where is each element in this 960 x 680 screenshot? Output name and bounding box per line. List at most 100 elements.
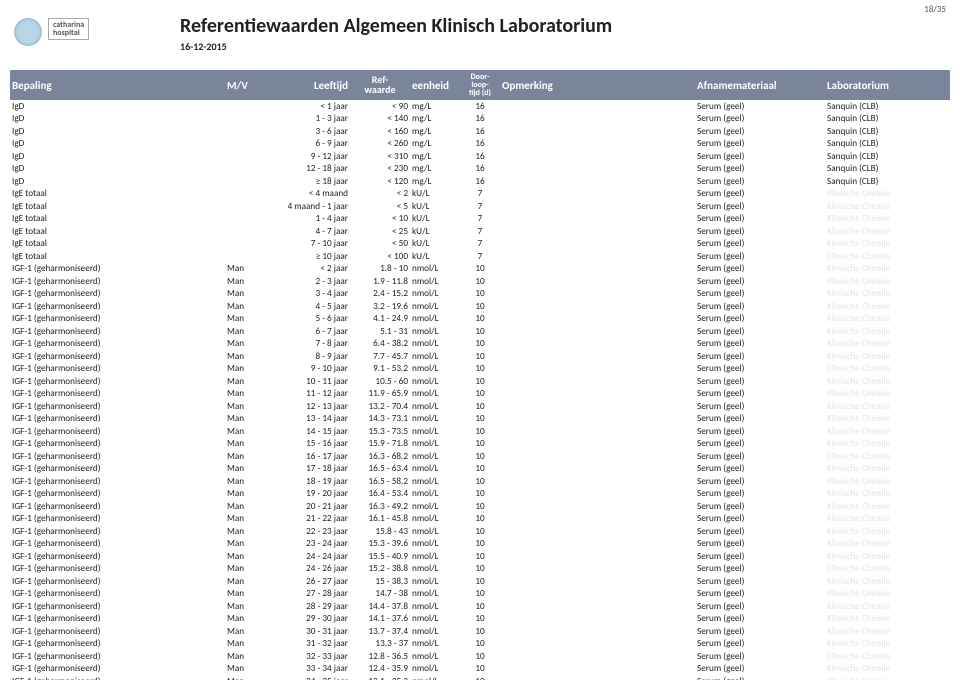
col-bepaling: Bepaling — [10, 79, 225, 92]
table-row: IGF-1 (geharmoniseerd)Man4 - 5 jaar3.2 -… — [10, 300, 950, 313]
cell-mv: Man — [225, 327, 275, 336]
cell-lab: Klinische Chemie — [825, 227, 950, 236]
cell-leeftijd: < 2 jaar — [275, 264, 350, 273]
col-refwaarde-l2: waarde — [364, 85, 395, 95]
cell-mv: Man — [225, 364, 275, 373]
cell-bepaling: IGF-1 (geharmoniseerd) — [10, 452, 225, 461]
cell-refwaarde: 6.4 - 38.2 — [350, 339, 410, 348]
table-row: IGF-1 (geharmoniseerd)Man19 - 20 jaar16.… — [10, 488, 950, 501]
cell-lab: Klinische Chemie — [825, 639, 950, 648]
cell-refwaarde: 12.1 - 35.3 — [350, 677, 410, 680]
cell-bepaling: IGF-1 (geharmoniseerd) — [10, 264, 225, 273]
cell-leeftijd: 20 - 21 jaar — [275, 502, 350, 511]
cell-mv: Man — [225, 264, 275, 273]
cell-afname: Serum (geel) — [695, 614, 825, 623]
table-row: IGF-1 (geharmoniseerd)Man5 - 6 jaar4.1 -… — [10, 313, 950, 326]
cell-mv: Man — [225, 314, 275, 323]
cell-eenheid: nmol/L — [410, 452, 460, 461]
table-body: IgD< 1 jaar< 90mg/L16Serum (geel)Sanquin… — [10, 100, 950, 680]
cell-bepaling: IGF-1 (geharmoniseerd) — [10, 564, 225, 573]
cell-refwaarde: 9.1 - 53.2 — [350, 364, 410, 373]
cell-afname: Serum (geel) — [695, 202, 825, 211]
cell-doorloop: 10 — [460, 664, 500, 673]
cell-lab: Klinische Chemie — [825, 489, 950, 498]
cell-bepaling: IGF-1 (geharmoniseerd) — [10, 477, 225, 486]
cell-doorloop: 10 — [460, 314, 500, 323]
cell-mv: Man — [225, 302, 275, 311]
table-row: IgD9 - 12 jaar< 310mg/L16Serum (geel)San… — [10, 150, 950, 163]
cell-afname: Serum (geel) — [695, 327, 825, 336]
cell-leeftijd: 3 - 6 jaar — [275, 127, 350, 136]
cell-afname: Serum (geel) — [695, 139, 825, 148]
cell-doorloop: 16 — [460, 139, 500, 148]
cell-lab: Klinische Chemie — [825, 364, 950, 373]
cell-doorloop: 10 — [460, 602, 500, 611]
cell-bepaling: IGF-1 (geharmoniseerd) — [10, 577, 225, 586]
cell-refwaarde: < 50 — [350, 239, 410, 248]
cell-refwaarde: 1.9 - 11.8 — [350, 277, 410, 286]
cell-refwaarde: 15.9 - 71.8 — [350, 439, 410, 448]
table-row: IgD12 - 18 jaar< 230mg/L16Serum (geel)Sa… — [10, 163, 950, 176]
table-row: IGF-1 (geharmoniseerd)Man9 - 10 jaar9.1 … — [10, 363, 950, 376]
cell-doorloop: 10 — [460, 364, 500, 373]
cell-doorloop: 10 — [460, 502, 500, 511]
cell-eenheid: nmol/L — [410, 302, 460, 311]
cell-doorloop: 10 — [460, 377, 500, 386]
cell-lab: Klinische Chemie — [825, 277, 950, 286]
cell-leeftijd: 16 - 17 jaar — [275, 452, 350, 461]
cell-doorloop: 10 — [460, 552, 500, 561]
cell-doorloop: 16 — [460, 152, 500, 161]
cell-lab: Klinische Chemie — [825, 439, 950, 448]
cell-lab: Klinische Chemie — [825, 614, 950, 623]
cell-afname: Serum (geel) — [695, 114, 825, 123]
cell-lab: Klinische Chemie — [825, 389, 950, 398]
cell-lab: Klinische Chemie — [825, 552, 950, 561]
cell-bepaling: IGF-1 (geharmoniseerd) — [10, 289, 225, 298]
cell-lab: Klinische Chemie — [825, 352, 950, 361]
cell-bepaling: IgE totaal — [10, 252, 225, 261]
cell-refwaarde: 16.5 - 58.2 — [350, 477, 410, 486]
cell-lab: Sanquin (CLB) — [825, 102, 950, 111]
col-doorloop: Door- loop- tijd (d) — [460, 73, 500, 97]
cell-bepaling: IGF-1 (geharmoniseerd) — [10, 589, 225, 598]
cell-refwaarde: 14.3 - 73.1 — [350, 414, 410, 423]
logo-text: catharina hospital — [48, 18, 89, 40]
cell-lab: Klinische Chemie — [825, 464, 950, 473]
cell-eenheid: mg/L — [410, 102, 460, 111]
cell-mv: Man — [225, 464, 275, 473]
cell-refwaarde: 14.4 - 37.8 — [350, 602, 410, 611]
table-row: IGF-1 (geharmoniseerd)Man15 - 16 jaar15.… — [10, 438, 950, 451]
cell-lab: Klinische Chemie — [825, 514, 950, 523]
table-row: IGF-1 (geharmoniseerd)Man29 - 30 jaar14.… — [10, 613, 950, 626]
table-row: IGF-1 (geharmoniseerd)Man3 - 4 jaar2.4 -… — [10, 288, 950, 301]
cell-mv: Man — [225, 589, 275, 598]
cell-lab: Sanquin (CLB) — [825, 114, 950, 123]
cell-doorloop: 7 — [460, 252, 500, 261]
cell-doorloop: 16 — [460, 102, 500, 111]
cell-bepaling: IGF-1 (geharmoniseerd) — [10, 364, 225, 373]
cell-doorloop: 7 — [460, 239, 500, 248]
cell-afname: Serum (geel) — [695, 377, 825, 386]
cell-eenheid: mg/L — [410, 152, 460, 161]
cell-lab: Klinische Chemie — [825, 577, 950, 586]
cell-afname: Serum (geel) — [695, 489, 825, 498]
cell-leeftijd: 23 - 24 jaar — [275, 539, 350, 548]
logo-icon — [14, 18, 42, 46]
cell-refwaarde: 5.1 - 31 — [350, 327, 410, 336]
cell-leeftijd: 28 - 29 jaar — [275, 602, 350, 611]
cell-eenheid: nmol/L — [410, 527, 460, 536]
cell-eenheid: mg/L — [410, 164, 460, 173]
cell-refwaarde: 15.5 - 40.9 — [350, 552, 410, 561]
cell-lab: Klinische Chemie — [825, 202, 950, 211]
cell-bepaling: IGF-1 (geharmoniseerd) — [10, 514, 225, 523]
cell-refwaarde: 10.5 - 60 — [350, 377, 410, 386]
cell-refwaarde: 15.3 - 73.5 — [350, 427, 410, 436]
table-row: IgE totaal1 - 4 jaar< 10kU/L7Serum (geel… — [10, 213, 950, 226]
cell-refwaarde: 14.7 - 38 — [350, 589, 410, 598]
cell-afname: Serum (geel) — [695, 502, 825, 511]
col-refwaarde: Ref- waarde — [350, 75, 410, 95]
cell-leeftijd: 15 - 16 jaar — [275, 439, 350, 448]
cell-bepaling: IGF-1 (geharmoniseerd) — [10, 489, 225, 498]
cell-eenheid: nmol/L — [410, 464, 460, 473]
table-row: IGF-1 (geharmoniseerd)Man26 - 27 jaar15 … — [10, 575, 950, 588]
